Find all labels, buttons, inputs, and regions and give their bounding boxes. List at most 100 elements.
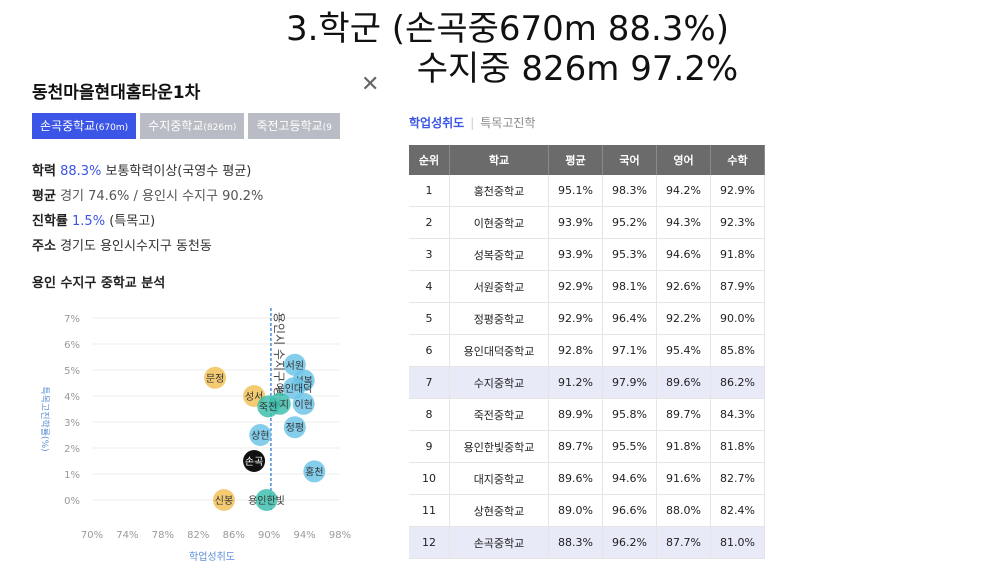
data-point-label: 성서 [245, 391, 263, 403]
cell-rank: 11 [409, 494, 450, 527]
table-row: 8 죽전중학교 89.9% 95.8% 89.7% 84.3% [409, 398, 765, 431]
analysis-title: 용인 수지구 중학교 분석 [32, 276, 166, 291]
tab-label: 죽전고등학교 [256, 119, 323, 133]
cell-school: 손곡중학교 [449, 526, 549, 559]
cell-english: 92.2% [656, 302, 711, 335]
x-tick-label: 86% [223, 530, 245, 541]
average-text: 경기 74.6% / 용인시 수지구 90.2% [60, 189, 264, 204]
cell-school: 용인대덕중학교 [449, 334, 549, 367]
cell-korean: 96.6% [602, 494, 657, 527]
cell-math: 84.3% [710, 398, 765, 431]
data-point [292, 392, 315, 415]
y-tick-label: 3% [64, 418, 80, 429]
table-row: 1 홍천중학교 95.1% 98.3% 94.2% 92.9% [409, 175, 765, 207]
data-point-label: 용인대덕 [276, 383, 313, 395]
cell-english: 89.7% [656, 398, 711, 431]
tab-label: 수지중학교 [148, 119, 204, 133]
cell-school: 상현중학교 [449, 494, 549, 527]
data-point [243, 450, 266, 472]
tab-suji-school[interactable]: 수지중학교(826m) [140, 113, 245, 139]
cell-school: 홍천중학교 [449, 175, 549, 207]
tab-special-high[interactable]: 특목고진학 [480, 116, 536, 130]
address-value: 경기도 용인시수지구 동천동 [60, 239, 212, 254]
tab-label: 손곡중학교 [40, 119, 96, 133]
cell-rank: 5 [409, 302, 450, 335]
col-average: 평균 [548, 145, 603, 175]
tab-jukjeon-high-school[interactable]: 죽전고등학교(9 [248, 113, 340, 139]
data-point-label: 문정 [206, 373, 224, 385]
cell-rank: 2 [409, 206, 450, 239]
data-point [249, 424, 272, 446]
table-row: 6 용인대덕중학교 92.8% 97.1% 95.4% 85.8% [409, 334, 765, 367]
tab-songok-school[interactable]: 손곡중학교(670m) [32, 113, 137, 139]
cell-average: 91.2% [548, 366, 603, 399]
cell-school: 대지중학교 [449, 462, 549, 495]
slide-title-line2: 수지중 826m 97.2% [416, 49, 739, 89]
cell-math: 86.2% [710, 366, 765, 399]
data-point [255, 489, 278, 511]
table-row: 7 수지중학교 91.2% 97.9% 89.6% 86.2% [409, 366, 765, 399]
achievement-value: 88.3% [60, 164, 102, 179]
cell-math: 85.8% [710, 334, 765, 367]
scatter-chart: 0% 1% 2% 3% 4% 5% 6% 7% 70% 74% 78% 82% 86% 90% 94% 98%… [39, 308, 351, 563]
table-row: 2 이현중학교 93.9% 95.2% 94.3% 92.3% [409, 206, 765, 239]
x-tick-label: 74% [116, 530, 138, 541]
tab-distance: (670m) [95, 123, 129, 133]
table-row: 11 상현중학교 89.0% 96.6% 88.0% 82.4% [409, 494, 765, 527]
cell-english: 92.6% [656, 270, 711, 303]
cell-math: 82.7% [710, 462, 765, 495]
cell-rank: 12 [409, 526, 450, 559]
school-tabs: 손곡중학교(670m) 수지중학교(826m) 죽전고등학교(9 [32, 113, 374, 139]
cell-english: 91.8% [656, 430, 711, 463]
cell-rank: 7 [409, 366, 450, 399]
col-school: 학교 [449, 145, 549, 175]
data-point-label: 죽전 [259, 401, 277, 413]
x-tick-label: 70% [81, 530, 103, 541]
table-row: 9 용인한빛중학교 89.7% 95.5% 91.8% 81.8% [409, 430, 765, 463]
tab-achievement[interactable]: 학업성취도 [409, 116, 465, 130]
cell-english: 91.6% [656, 462, 711, 495]
table-header-row: 순위 학교 평균 국어 영어 수학 [409, 145, 765, 175]
cell-math: 90.0% [710, 302, 765, 335]
cell-average: 89.6% [548, 462, 603, 495]
cell-school: 죽전중학교 [449, 398, 549, 431]
cell-math: 82.4% [710, 494, 765, 527]
data-point-label: 상현 [251, 430, 269, 442]
cell-average: 95.1% [548, 175, 603, 207]
table-body: 1 홍천중학교 95.1% 98.3% 94.2% 92.9% 2 이현중학교 93.9% 95.… [409, 175, 765, 559]
x-tick-label: 90% [258, 530, 280, 541]
advance-desc: (특목고) [109, 214, 156, 229]
data-point-label: 정평 [286, 422, 304, 434]
cell-average: 93.9% [548, 206, 603, 239]
col-korean: 국어 [602, 145, 657, 175]
cell-math: 81.8% [710, 430, 765, 463]
data-point-label: 손곡 [245, 456, 263, 468]
cell-english: 88.0% [656, 494, 711, 527]
cell-math: 87.9% [710, 270, 765, 303]
cell-school: 이현중학교 [449, 206, 549, 239]
cell-english: 87.7% [656, 526, 711, 559]
data-point-label: 이현 [294, 399, 312, 411]
cell-english: 95.4% [656, 334, 711, 367]
data-point-label: 홍천 [305, 465, 323, 478]
tab-distance: (9 [322, 123, 332, 133]
cell-average: 92.8% [548, 334, 603, 367]
col-rank: 순위 [409, 145, 450, 175]
table-row: 10 대지중학교 89.6% 94.6% 91.6% 82.7% [409, 462, 765, 495]
data-point [283, 416, 306, 439]
slide-title-line1: 3.학군 (손곡중670m 88.3%) [285, 9, 729, 49]
cell-rank: 4 [409, 270, 450, 303]
cell-school: 수지중학교 [449, 366, 549, 399]
y-tick-label: 7% [64, 314, 80, 325]
cell-average: 89.0% [548, 494, 603, 527]
table-row: 12 손곡중학교 88.3% 96.2% 87.7% 81.0% [409, 526, 765, 559]
cell-rank: 9 [409, 430, 450, 463]
close-icon[interactable]: ✕ [361, 72, 380, 97]
y-axis-label: 특목고진학률(%) [39, 386, 50, 451]
cell-average: 88.3% [548, 526, 603, 559]
cell-korean: 97.1% [602, 334, 657, 367]
cell-english: 94.3% [656, 206, 711, 239]
x-axis-label: 학업성취도 [189, 550, 235, 563]
cell-average: 93.9% [548, 238, 603, 271]
cell-korean: 95.8% [602, 398, 657, 431]
